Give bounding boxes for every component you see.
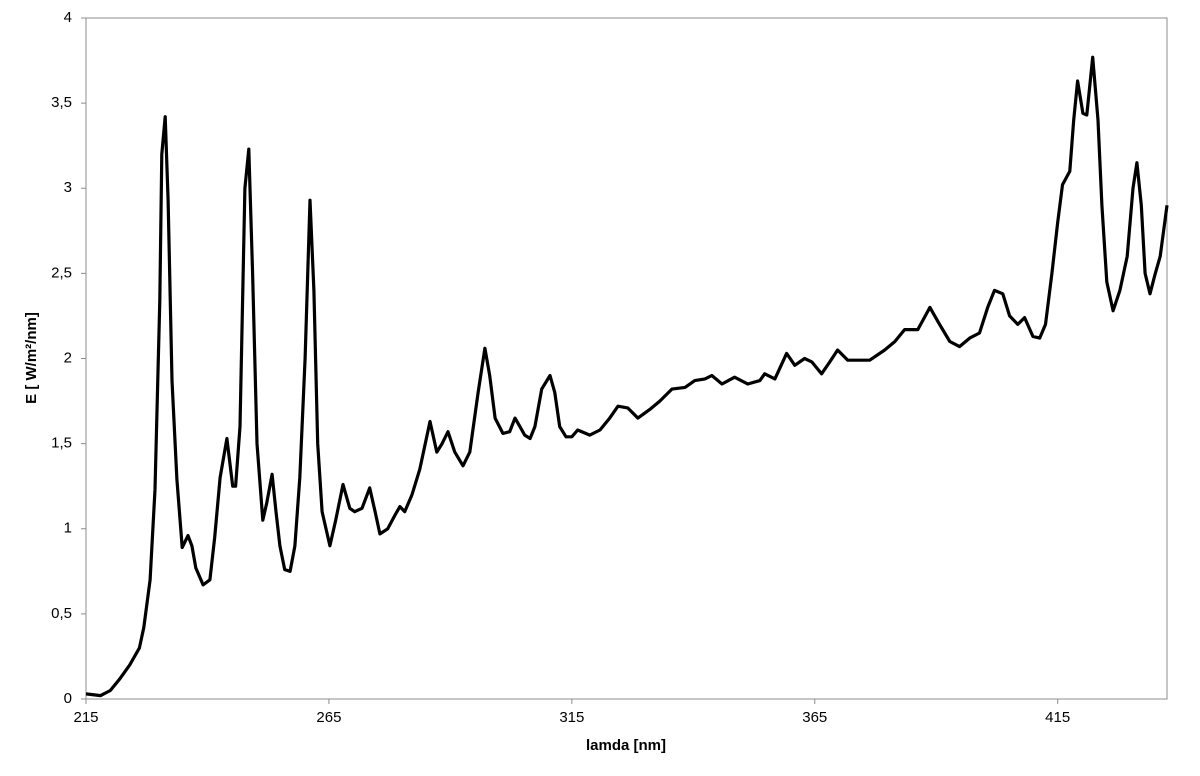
y-tick-label: 4	[64, 9, 72, 26]
y-tick-label: 1,5	[51, 435, 72, 452]
y-axis-title: E [ W/m²/nm]	[23, 312, 40, 404]
y-tick-label: 1	[64, 520, 72, 537]
y-tick-label: 0,5	[51, 605, 72, 622]
data-line	[85, 55, 1169, 698]
x-axis-title: lamda [nm]	[586, 737, 666, 754]
y-tick-label: 2,5	[51, 264, 72, 281]
y-tick-label: 3,5	[51, 94, 72, 111]
y-tick-label: 0	[64, 690, 72, 707]
x-tick-label: 265	[316, 709, 341, 726]
y-tick-label: 2	[64, 349, 72, 366]
x-tick-label: 215	[73, 709, 98, 726]
x-tick-label: 315	[559, 709, 584, 726]
plot-frame	[85, 17, 1168, 700]
y-tick-label: 3	[64, 179, 72, 196]
x-tick-label: 415	[1045, 709, 1070, 726]
x-tick-label: 365	[802, 709, 827, 726]
